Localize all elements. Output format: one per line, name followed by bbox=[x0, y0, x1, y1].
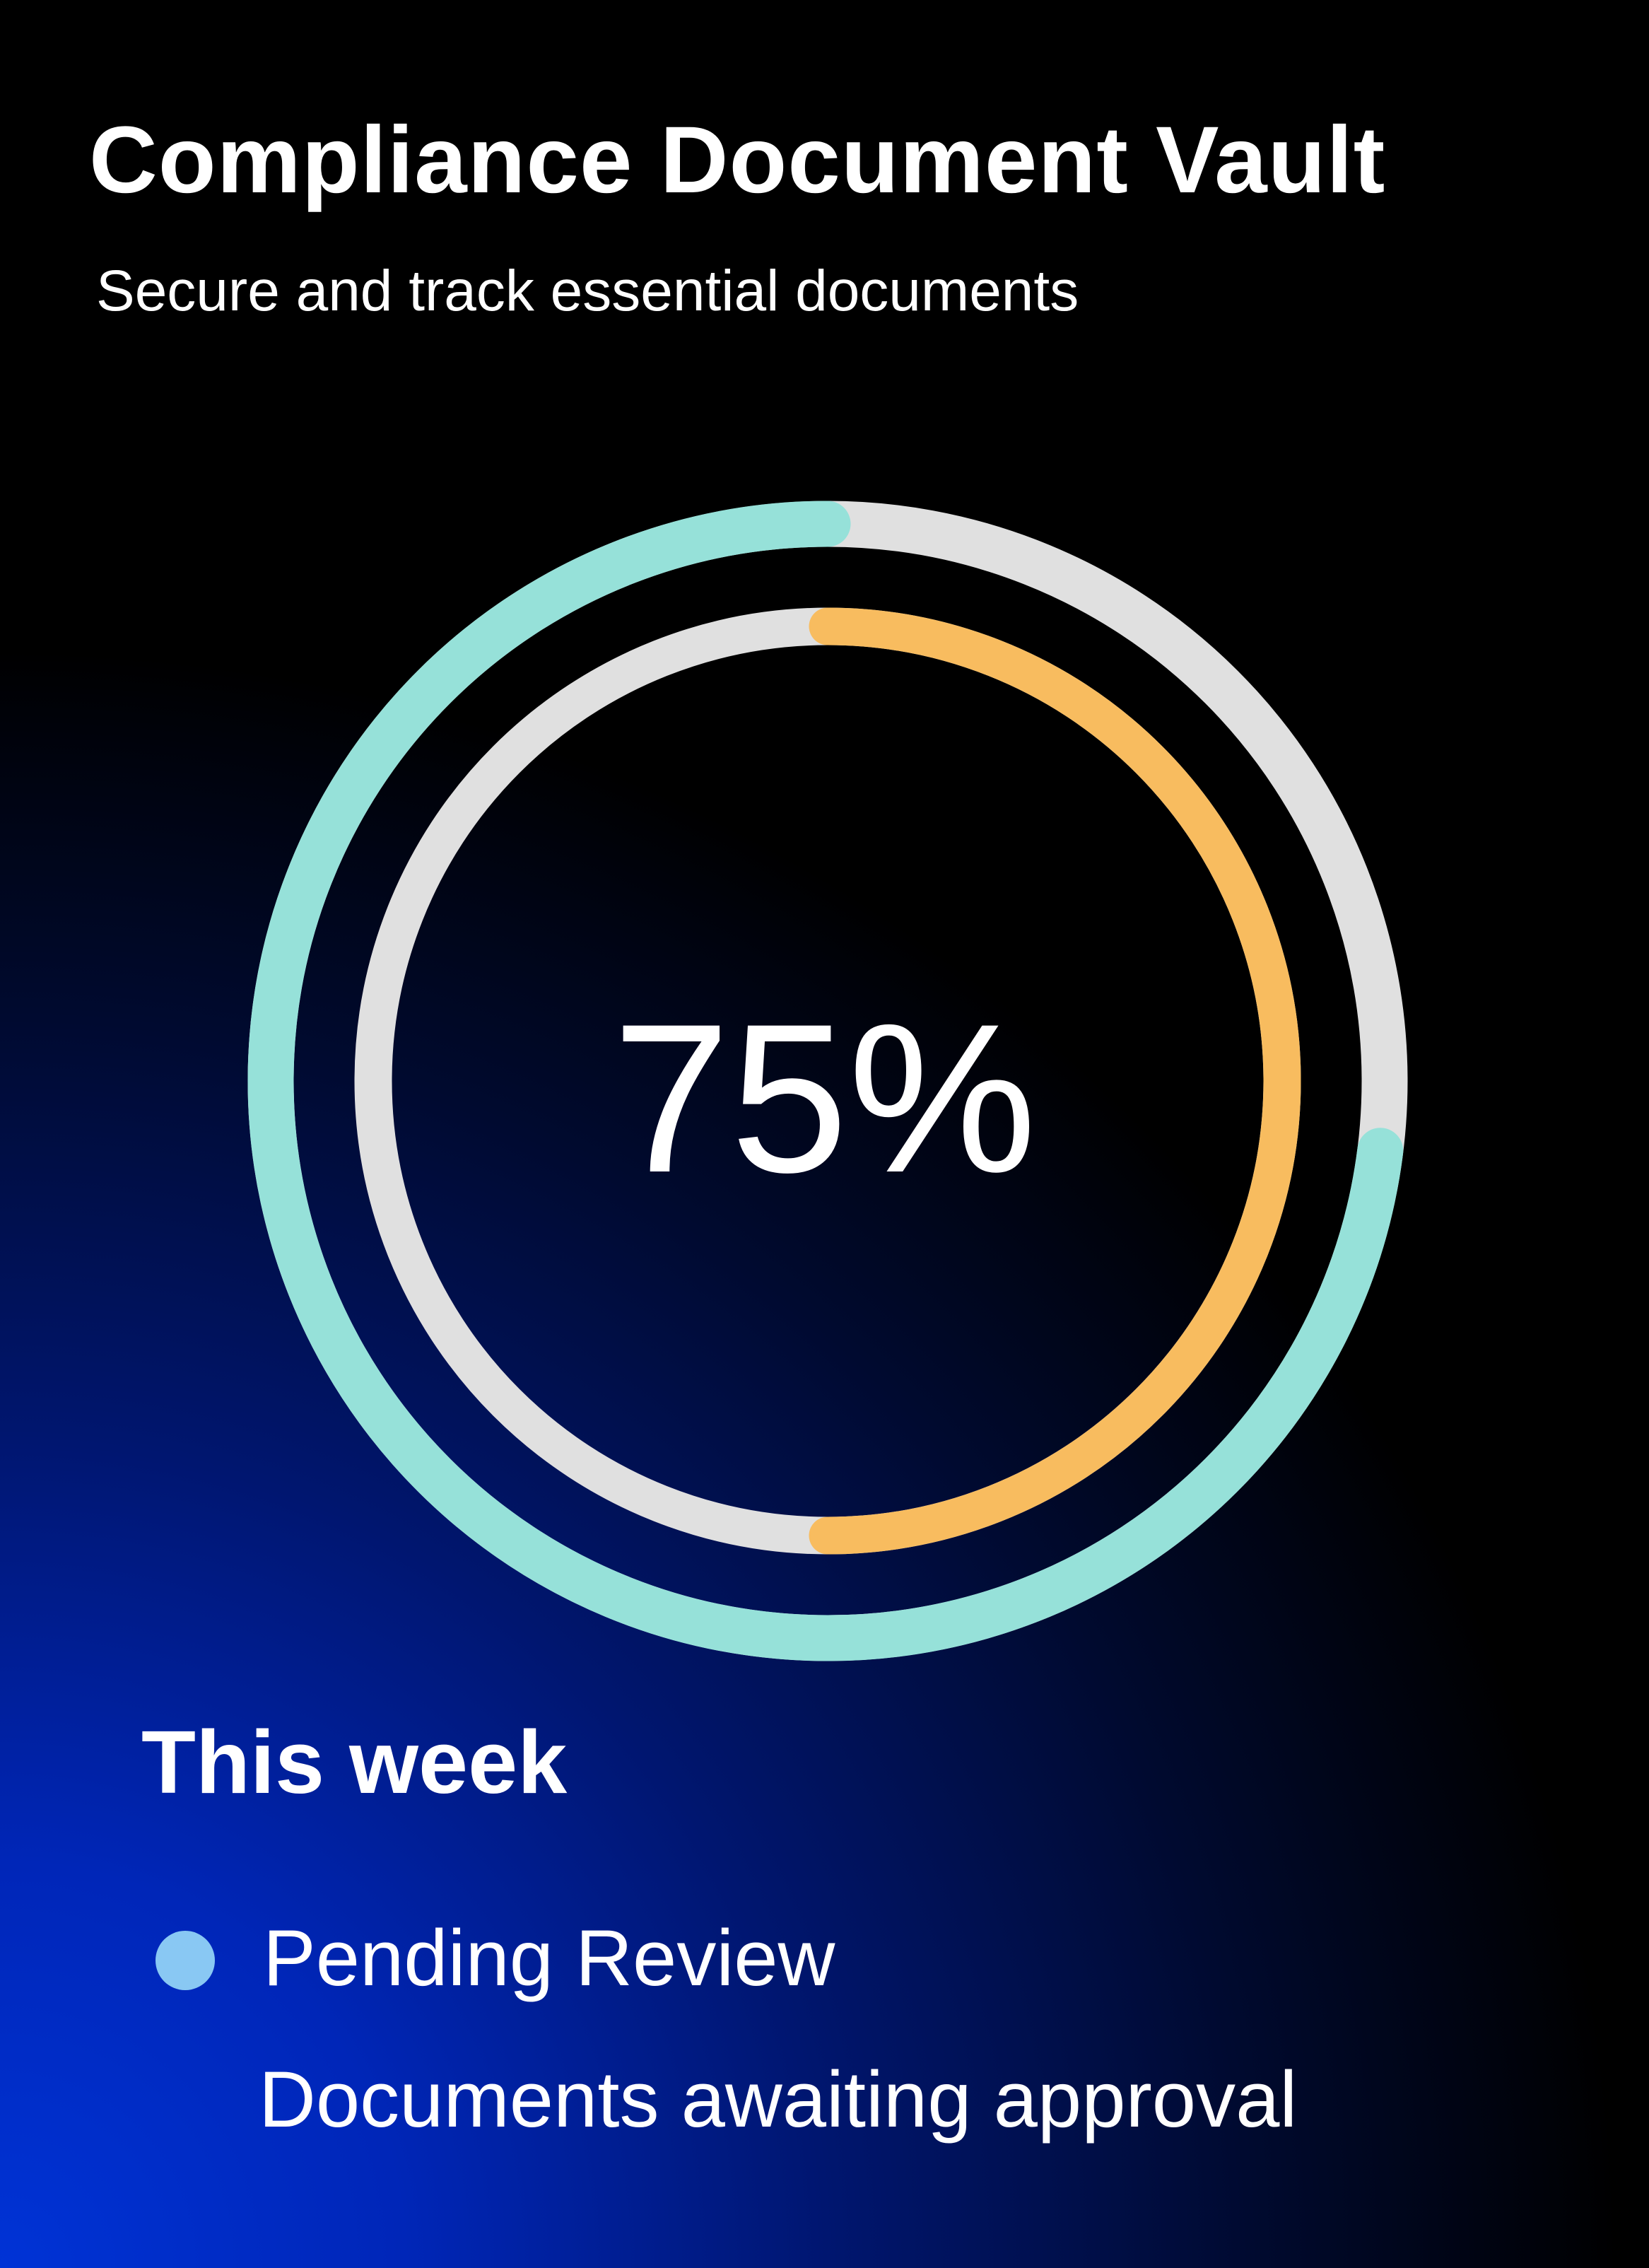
legend-label: Pending Review bbox=[263, 1914, 835, 2002]
inner-ring-progress-arc bbox=[809, 607, 1301, 1555]
outer-ring-progress-arc bbox=[247, 501, 1404, 1661]
page-title: Compliance Document Vault bbox=[89, 107, 1386, 213]
legend-description: Documents awaiting approval bbox=[259, 2055, 1298, 2144]
page-subtitle: Secure and track essential documents bbox=[96, 259, 1079, 323]
period-heading: This week bbox=[141, 1712, 568, 1812]
legend-dot-icon bbox=[155, 1931, 215, 1990]
center-percentage: 75% bbox=[612, 979, 1037, 1217]
